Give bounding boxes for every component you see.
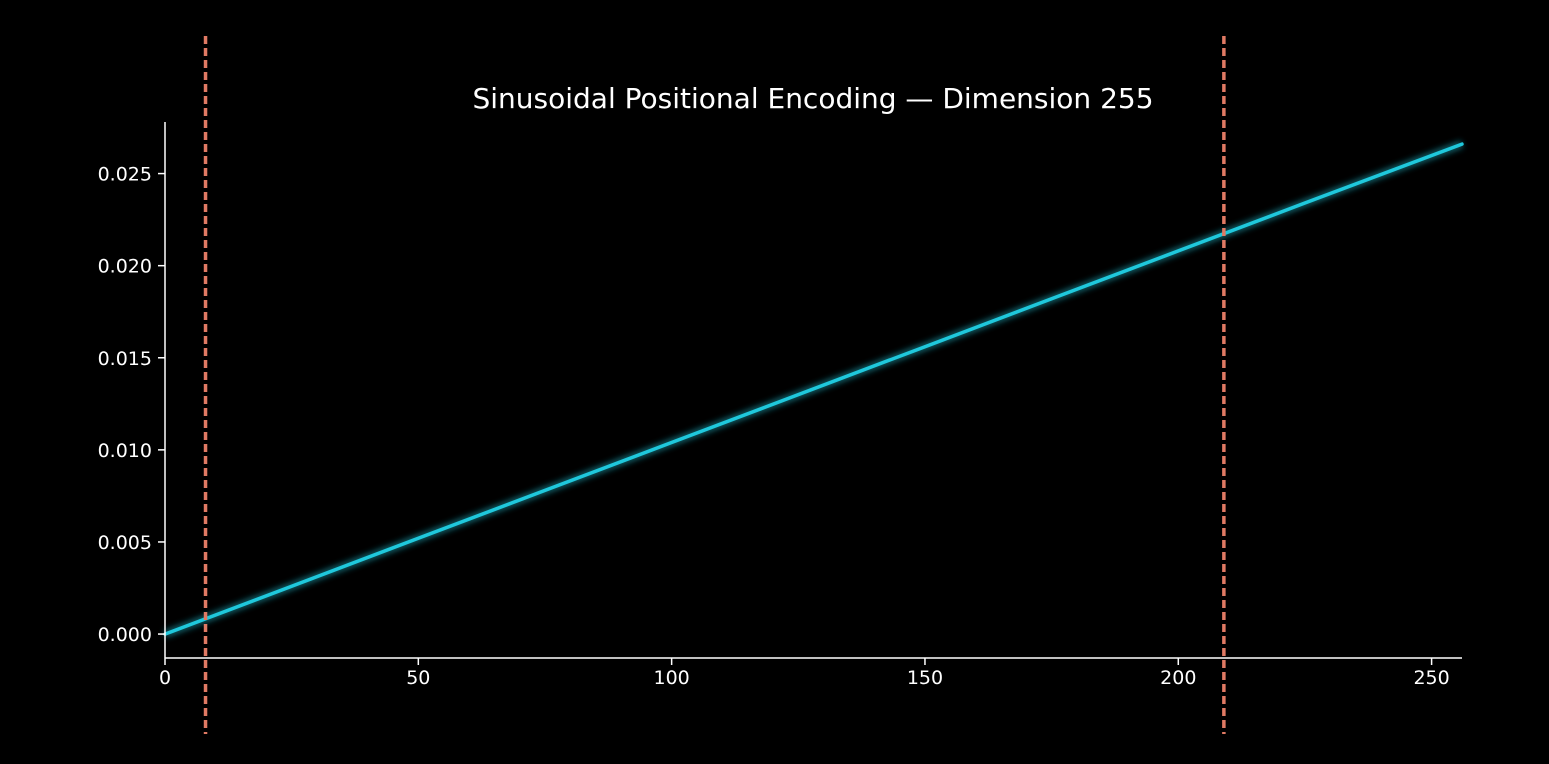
y-tick-label: 0.020 <box>98 256 152 278</box>
y-tick-label: 0.005 <box>98 532 152 554</box>
vline-layer <box>203 36 1226 734</box>
x-tick-label: 150 <box>907 667 943 689</box>
y-tick-label: 0.000 <box>98 624 152 646</box>
x-tick-label: 0 <box>159 667 171 689</box>
y-tick-label: 0.025 <box>98 164 152 186</box>
series-line <box>163 142 1464 636</box>
x-tick-label: 200 <box>1160 667 1196 689</box>
series-layer <box>163 142 1464 636</box>
chart-title: Sinusoidal Positional Encoding — Dimensi… <box>472 82 1153 115</box>
y-tick-label: 0.015 <box>98 348 152 370</box>
axes-layer: 0 50 100 150 200 250 0.000 0.005 0.010 0.015 0.020… <box>98 122 1462 689</box>
x-tick-label: 100 <box>654 667 690 689</box>
x-tick-label: 250 <box>1413 667 1449 689</box>
y-tick-label: 0.010 <box>98 440 152 462</box>
x-tick-label: 50 <box>406 667 430 689</box>
